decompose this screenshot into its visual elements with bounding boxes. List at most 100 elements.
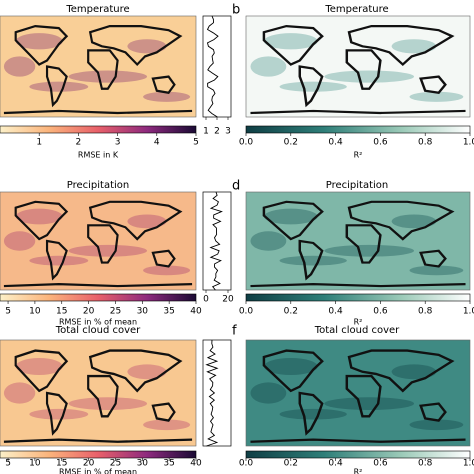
- map-pattern: [15, 208, 63, 225]
- map-background: [0, 192, 196, 290]
- panel-title: Temperature: [324, 4, 388, 15]
- map-pattern: [127, 214, 167, 229]
- panel-letter: b: [232, 3, 240, 18]
- colorbar-tick-label: 0.4: [328, 307, 343, 317]
- map-pattern: [143, 265, 191, 276]
- colorbar-tick-label: 10: [29, 307, 41, 317]
- colorbar: [0, 293, 197, 302]
- colorbar-tick-label: 20: [83, 459, 95, 469]
- colorbar-tick-label: 15: [56, 459, 67, 469]
- colorbar-tick-label: 35: [163, 307, 174, 317]
- map-pattern: [250, 382, 287, 404]
- map-pattern: [15, 358, 63, 375]
- colorbar-tick-label: 15: [56, 307, 67, 317]
- map-pattern: [3, 231, 36, 251]
- r2-map: [245, 339, 471, 447]
- profile-frame: [202, 339, 232, 447]
- colorbar-tick-label: 30: [137, 307, 149, 317]
- map-pattern: [263, 358, 318, 375]
- colorbar-tick-label: 0.2: [284, 307, 298, 317]
- map-pattern: [391, 364, 437, 380]
- colorbar: [0, 125, 197, 134]
- profile-tick-label: 20: [222, 295, 234, 305]
- profile-line: [206, 15, 219, 118]
- map-pattern: [409, 91, 464, 102]
- map-frame: [245, 15, 471, 118]
- map-pattern: [263, 208, 318, 225]
- map-pattern: [279, 81, 347, 92]
- map-background: [246, 340, 470, 446]
- map-frame: [245, 191, 471, 291]
- profile-tick-label: 0: [203, 295, 209, 305]
- panel-title: Total cloud cover: [55, 325, 141, 336]
- colorbar-tick-label: 5: [5, 307, 11, 317]
- profile-line: [209, 191, 223, 291]
- colorbar-tick-label: 35: [163, 459, 174, 469]
- profile-tick-label: 3: [225, 127, 231, 137]
- map-pattern: [279, 408, 347, 420]
- colorbar-label: R²: [354, 318, 363, 327]
- map-pattern: [263, 33, 318, 50]
- panel-letter: d: [232, 179, 240, 194]
- colorbar-tick-label: 4: [154, 138, 160, 148]
- colorbar-tick-label: 25: [110, 307, 121, 317]
- colorbar: [0, 450, 197, 459]
- map-pattern: [324, 397, 415, 410]
- colorbar-tick-label: 1.0: [463, 307, 474, 317]
- map-pattern: [127, 364, 167, 380]
- map-pattern: [391, 39, 437, 54]
- map-pattern: [143, 419, 191, 431]
- colorbar-tick-label: 0.0: [239, 459, 254, 469]
- colorbar-label: RMSE in % of mean: [59, 318, 137, 327]
- map-pattern: [324, 244, 415, 257]
- map-background: [0, 16, 196, 117]
- colorbar-tick-label: 0.8: [418, 459, 433, 469]
- colorbar-tick-label: 1.0: [463, 138, 474, 148]
- map-pattern: [409, 419, 464, 431]
- colorbar-tick-label: 0.0: [239, 307, 254, 317]
- colorbar: [245, 293, 471, 302]
- colorbar-tick-label: 40: [190, 459, 202, 469]
- map-frame: [0, 191, 197, 291]
- map-background: [0, 340, 196, 446]
- colorbar-tick-label: 0.6: [373, 307, 388, 317]
- colorbar: [245, 450, 471, 459]
- map-pattern: [68, 70, 147, 83]
- profile-frame: [202, 191, 232, 291]
- panel-title: Precipitation: [67, 180, 130, 191]
- map-pattern: [391, 214, 437, 229]
- colorbar: [245, 125, 471, 134]
- colorbar-tick-label: 0.8: [418, 138, 433, 148]
- rmse-map: [0, 339, 197, 447]
- map-pattern: [29, 255, 89, 266]
- colorbar-tick-label: 0.2: [284, 138, 298, 148]
- panel-title: Temperature: [65, 4, 129, 15]
- colorbar-tick-label: 1: [36, 138, 42, 148]
- colorbar-tick-label: 40: [190, 307, 202, 317]
- colorbar-tick-label: 30: [137, 459, 149, 469]
- colorbar-tick-label: 0.0: [239, 138, 254, 148]
- profile-tick-label: 2: [214, 127, 220, 137]
- profile-frame: [202, 15, 232, 118]
- map-pattern: [68, 397, 147, 410]
- map-pattern: [250, 231, 287, 251]
- map-pattern: [143, 91, 191, 102]
- colorbar-tick-label: 0.4: [328, 459, 343, 469]
- map-frame: [0, 339, 197, 447]
- map-pattern: [127, 39, 167, 54]
- colorbar-label: R²: [354, 468, 363, 474]
- panel-letter: f: [232, 324, 237, 339]
- profile-line: [205, 339, 219, 447]
- rmse-map: [0, 15, 197, 118]
- map-pattern: [409, 265, 464, 276]
- colorbar-tick-label: 10: [29, 459, 41, 469]
- colorbar-tick-label: 0.2: [284, 459, 298, 469]
- map-frame: [0, 15, 197, 118]
- panel-title: Precipitation: [326, 180, 389, 191]
- map-background: [246, 192, 470, 290]
- panel-title: Total cloud cover: [314, 325, 400, 336]
- map-pattern: [3, 56, 36, 77]
- colorbar-tick-label: 0.6: [373, 138, 388, 148]
- map-pattern: [15, 33, 63, 50]
